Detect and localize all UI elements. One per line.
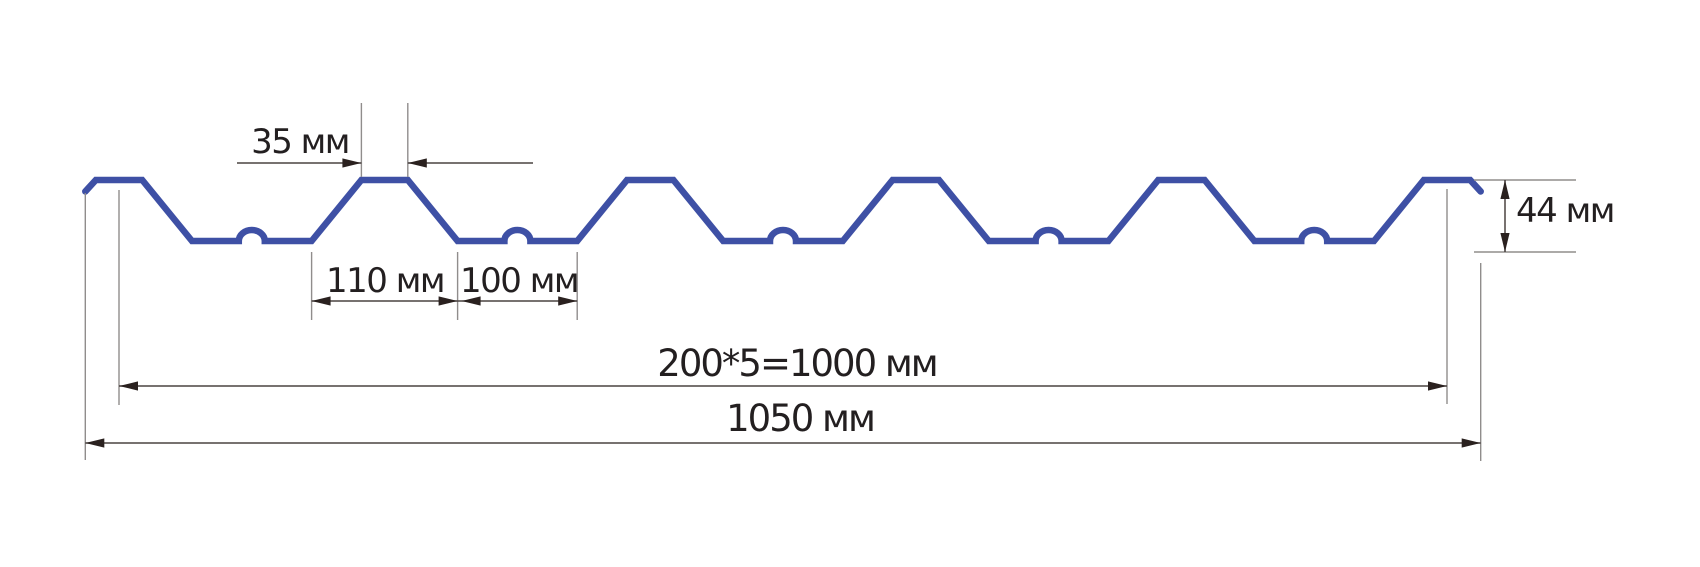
dimension-label-crest-base: 110 мм bbox=[326, 261, 444, 301]
arrowhead-valley bbox=[558, 296, 578, 306]
dimension-label-overall-width: 1050 мм bbox=[726, 397, 874, 440]
dimension-annotations bbox=[84, 103, 1576, 461]
arrowhead-crest-top bbox=[407, 158, 427, 168]
arrowhead-overall-width bbox=[85, 438, 105, 448]
arrowhead-working-width bbox=[1428, 381, 1447, 391]
arrowhead-valley bbox=[461, 296, 481, 306]
arrowhead-crest-top bbox=[342, 158, 362, 168]
dimension-label-valley-width: 100 мм bbox=[460, 261, 578, 301]
profile-outline bbox=[82, 176, 1484, 245]
arrowhead-overall-width bbox=[1461, 438, 1481, 448]
arrowhead-crest-base bbox=[311, 296, 331, 306]
dimension-label-height: 44 мм bbox=[1516, 191, 1614, 231]
arrowhead-height bbox=[1500, 233, 1510, 252]
arrowhead-crest-base bbox=[438, 296, 458, 306]
dimension-label-working-width: 200*5=1000 мм bbox=[657, 342, 936, 385]
arrowhead-working-width bbox=[119, 381, 138, 391]
arrowhead-height bbox=[1500, 180, 1510, 199]
dimension-labels: 35 мм 110 мм 100 мм 200*5=1000 мм 1050 м… bbox=[251, 122, 1615, 440]
dimension-label-crest-top: 35 мм bbox=[251, 122, 349, 162]
